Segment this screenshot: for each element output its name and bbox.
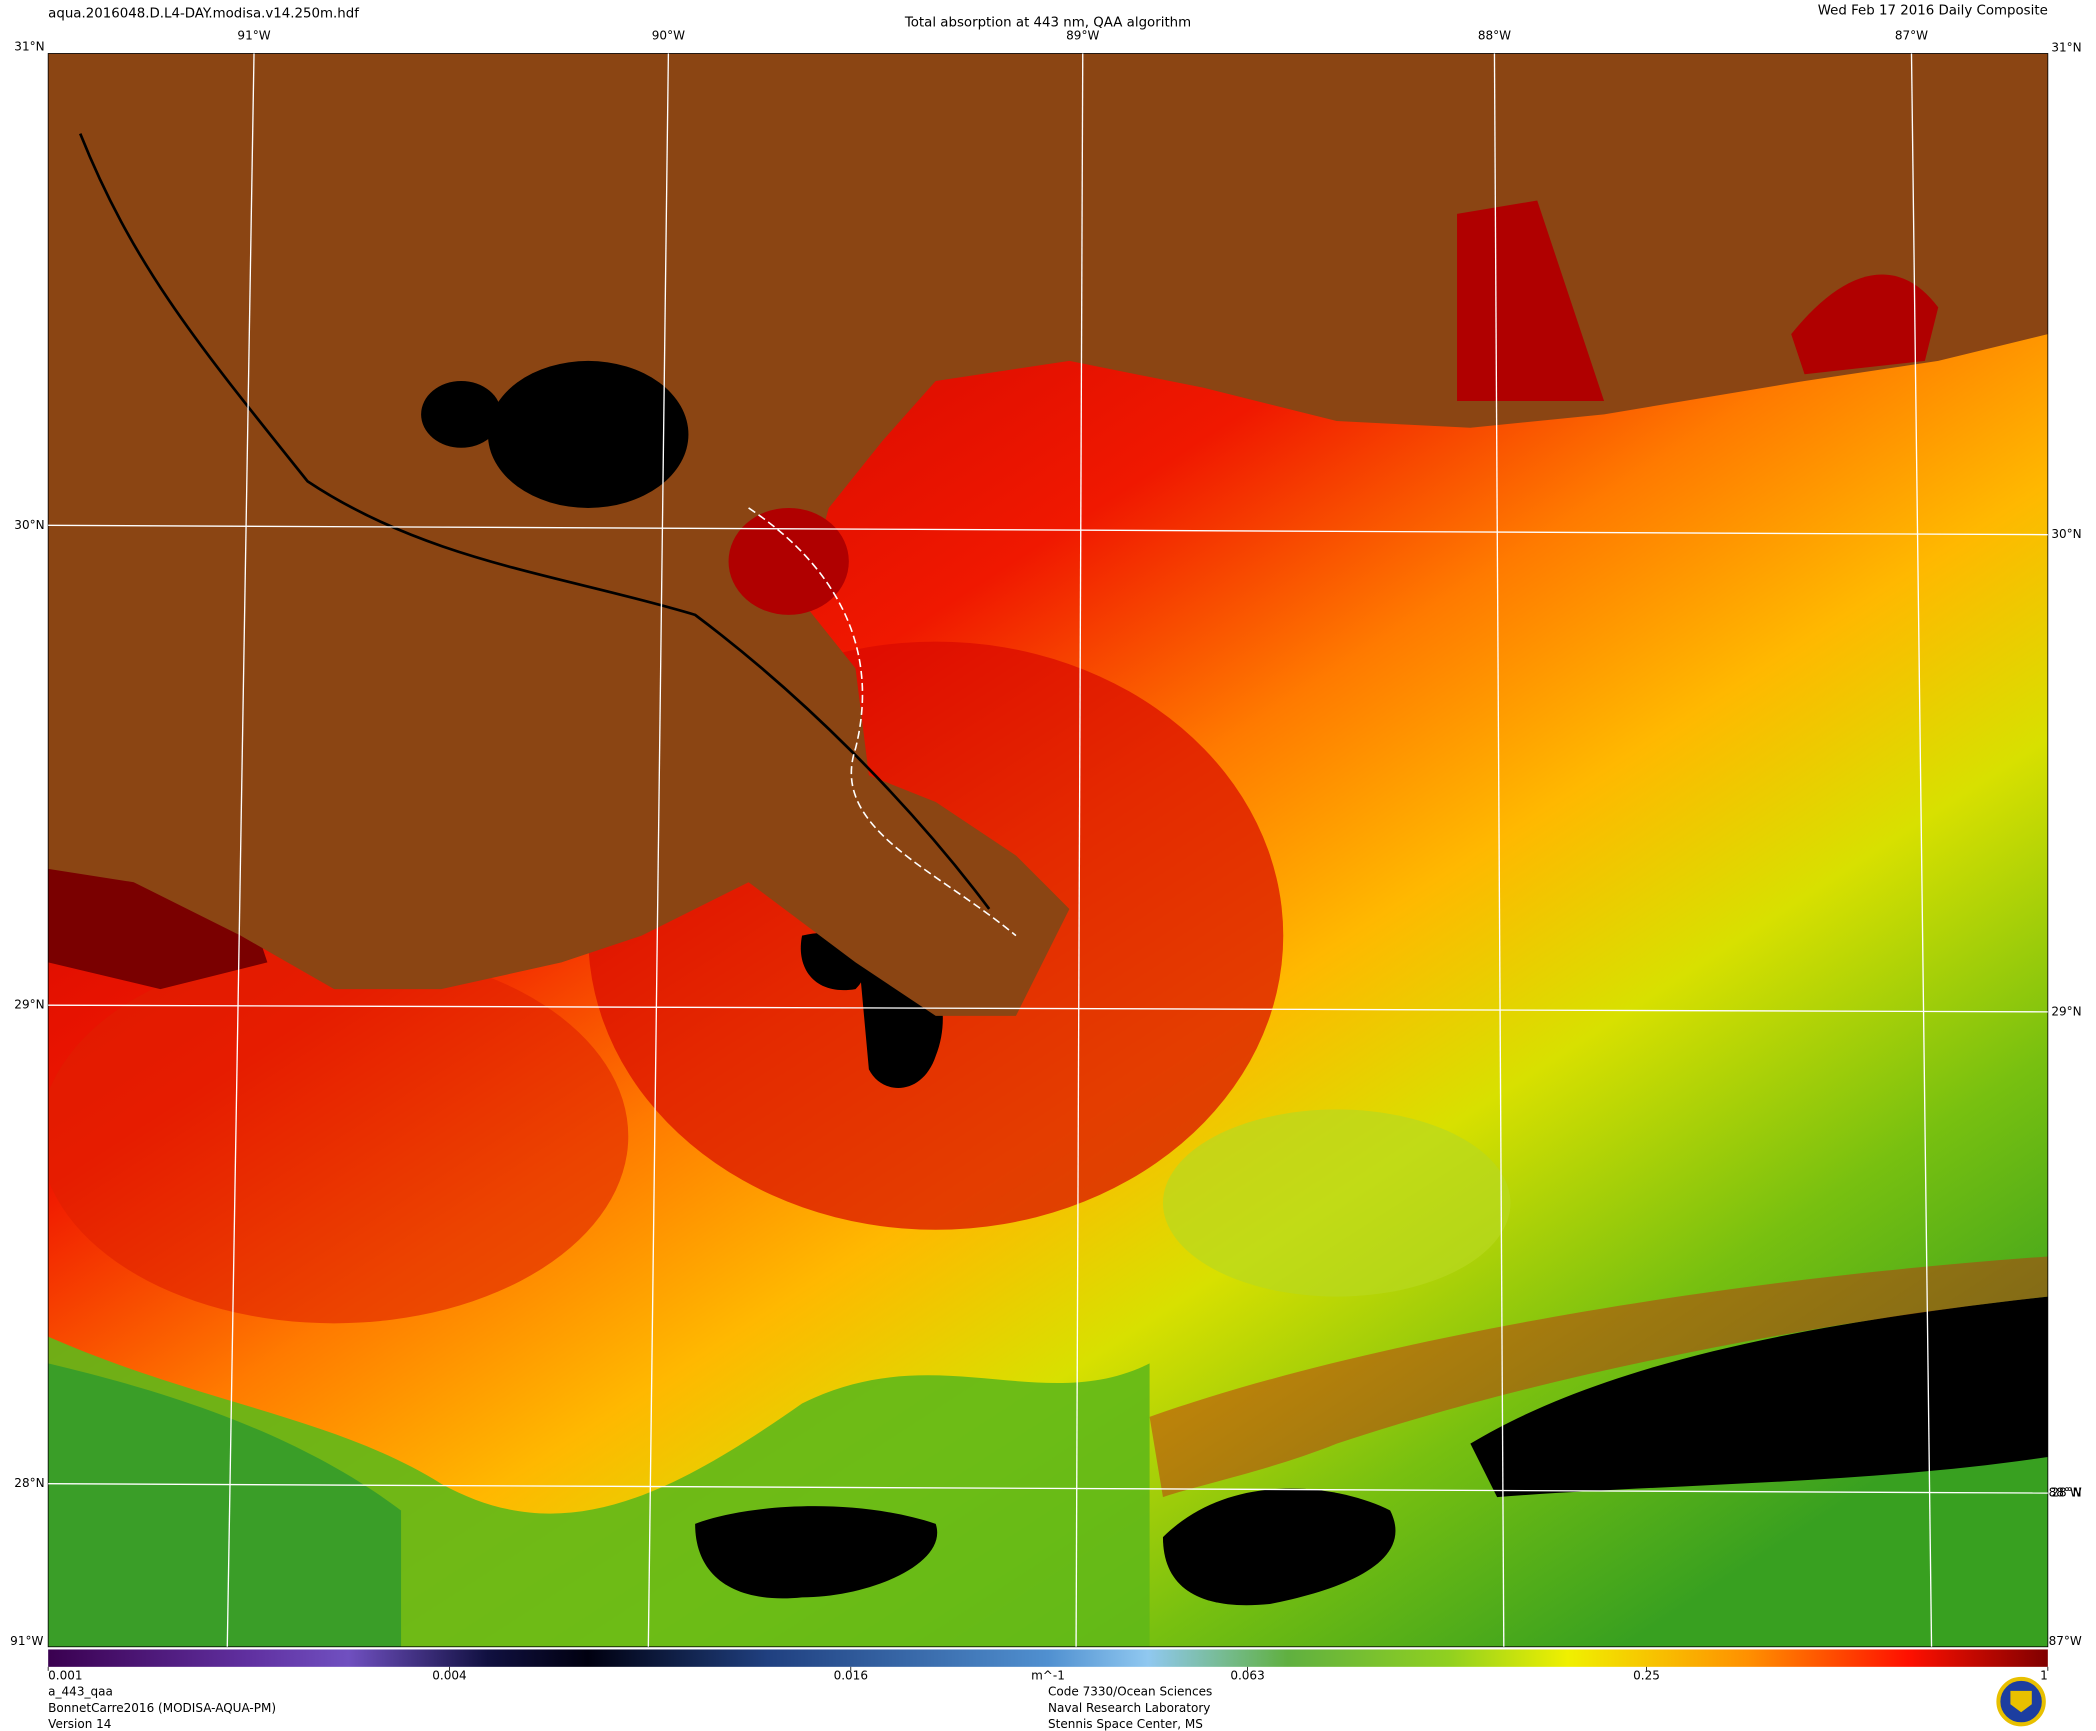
- meridian: [1075, 53, 1084, 1647]
- colorbar: [48, 1649, 2048, 1667]
- date: Wed Feb 17 2016 Daily Composite: [1818, 4, 2048, 19]
- lat-label: 31°N: [14, 39, 44, 53]
- footer-left: Version 14: [48, 1717, 111, 1731]
- lon-label: 90°W: [652, 29, 685, 43]
- meridian: [1493, 53, 1505, 1647]
- colorbar-tick-label: 0.001: [48, 1669, 82, 1683]
- footer-center: Naval Research Laboratory: [1048, 1701, 1210, 1715]
- parallel: [48, 1483, 2048, 1494]
- colorbar-tick-label: 0.016: [834, 1669, 868, 1683]
- lon-label: 89°W: [1066, 29, 1099, 43]
- footer-center: Code 7330/Ocean Sciences: [1048, 1685, 1212, 1699]
- lat-label: 29°N: [2051, 1004, 2081, 1018]
- meridian: [1910, 53, 1933, 1647]
- colorbar-tick-label: 1: [2040, 1669, 2048, 1683]
- colorbar-unit: m^-1: [1031, 1669, 1065, 1683]
- satellite-image: [48, 53, 2048, 1647]
- footer-left: a_443_qaa: [48, 1685, 113, 1699]
- lon-label: 87°W: [2049, 1634, 2082, 1648]
- lat-label: 31°N: [2051, 41, 2081, 55]
- logo-shield: [2010, 1690, 2032, 1713]
- lon-label: 87°W: [1895, 29, 1928, 43]
- lon-label: 91°W: [237, 29, 270, 43]
- parallel: [48, 1004, 2048, 1013]
- map-frame: [47, 53, 2049, 1648]
- file-name: aqua.2016048.D.L4-DAY.modisa.v14.250m.hd…: [48, 6, 359, 21]
- lat-label: 28°N: [2051, 1486, 2081, 1500]
- lat-label: 30°N: [2051, 527, 2081, 541]
- lat-label: 29°N: [14, 998, 44, 1012]
- lon-label: 91°W: [10, 1634, 43, 1648]
- lat-label: 28°N: [14, 1476, 44, 1490]
- colorbar-tick-label: 0.004: [432, 1669, 466, 1683]
- title: Total absorption at 443 nm, QAA algorith…: [904, 16, 1191, 31]
- meridian: [226, 53, 255, 1647]
- footer-left: BonnetCarre2016 (MODISA-AQUA-PM): [48, 1701, 276, 1715]
- parallel: [48, 524, 2048, 536]
- lon-label: 88°W: [2049, 1486, 2082, 1500]
- colorbar-tick-label: 0.25: [1633, 1669, 1660, 1683]
- colorbar-tick-label: 0.063: [1230, 1669, 1264, 1683]
- footer-center: Stennis Space Center, MS: [1048, 1717, 1203, 1731]
- lon-label: 88°W: [1478, 29, 1511, 43]
- meridian: [647, 53, 670, 1647]
- lat-label: 30°N: [14, 518, 44, 532]
